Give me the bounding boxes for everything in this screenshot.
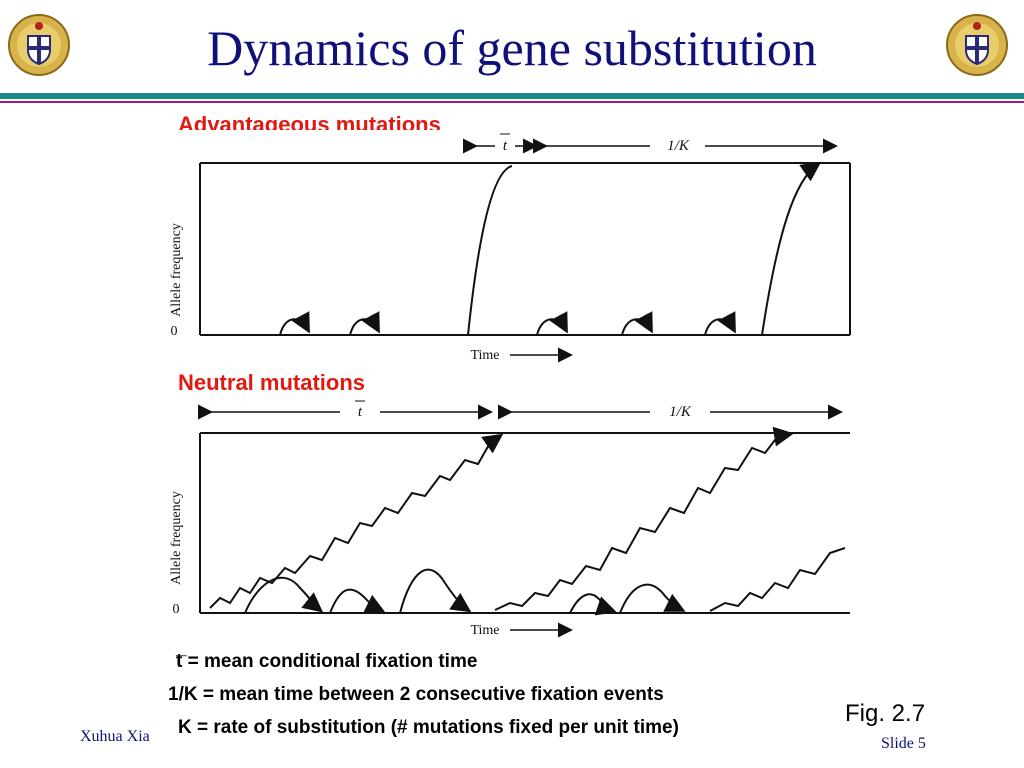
- slide-title: Dynamics of gene substitution: [207, 20, 817, 76]
- advantageous-diagram: 0 Allele frequency Time t 1/K: [150, 130, 865, 365]
- divider-teal: [0, 93, 1024, 99]
- x-axis-label: Time: [470, 348, 499, 363]
- divider-magenta: [0, 101, 1024, 103]
- figure-label: Fig. 2.7: [845, 700, 926, 727]
- k-interval-label: 1/K: [667, 138, 690, 154]
- y-axis-label: Allele frequency: [169, 223, 184, 317]
- slide-number: Slide 5: [881, 735, 926, 752]
- author-name: Xuhua Xia: [80, 728, 150, 745]
- x-axis-label: Time: [470, 623, 499, 638]
- university-crest-icon: [6, 12, 72, 78]
- definition-t: t = mean conditional fixation time: [176, 651, 478, 672]
- neutral-diagram: 0 Allele frequency Time t 1/K: [150, 398, 865, 638]
- y-zero-label: 0: [173, 602, 180, 617]
- t-interval-label: t: [503, 138, 508, 154]
- k-interval-label: 1/K: [669, 404, 692, 420]
- definition-k-interval: 1/K = mean time between 2 consecutive fi…: [168, 684, 664, 705]
- university-crest-icon: [944, 12, 1010, 78]
- t-bar-mark: _: [176, 638, 187, 659]
- y-zero-label: 0: [171, 324, 178, 339]
- definition-k-rate: K = rate of substitution (# mutations fi…: [178, 717, 679, 738]
- t-interval-label: t: [358, 404, 363, 420]
- y-axis-label: Allele frequency: [169, 491, 184, 585]
- neutral-heading: Neutral mutations: [178, 370, 366, 395]
